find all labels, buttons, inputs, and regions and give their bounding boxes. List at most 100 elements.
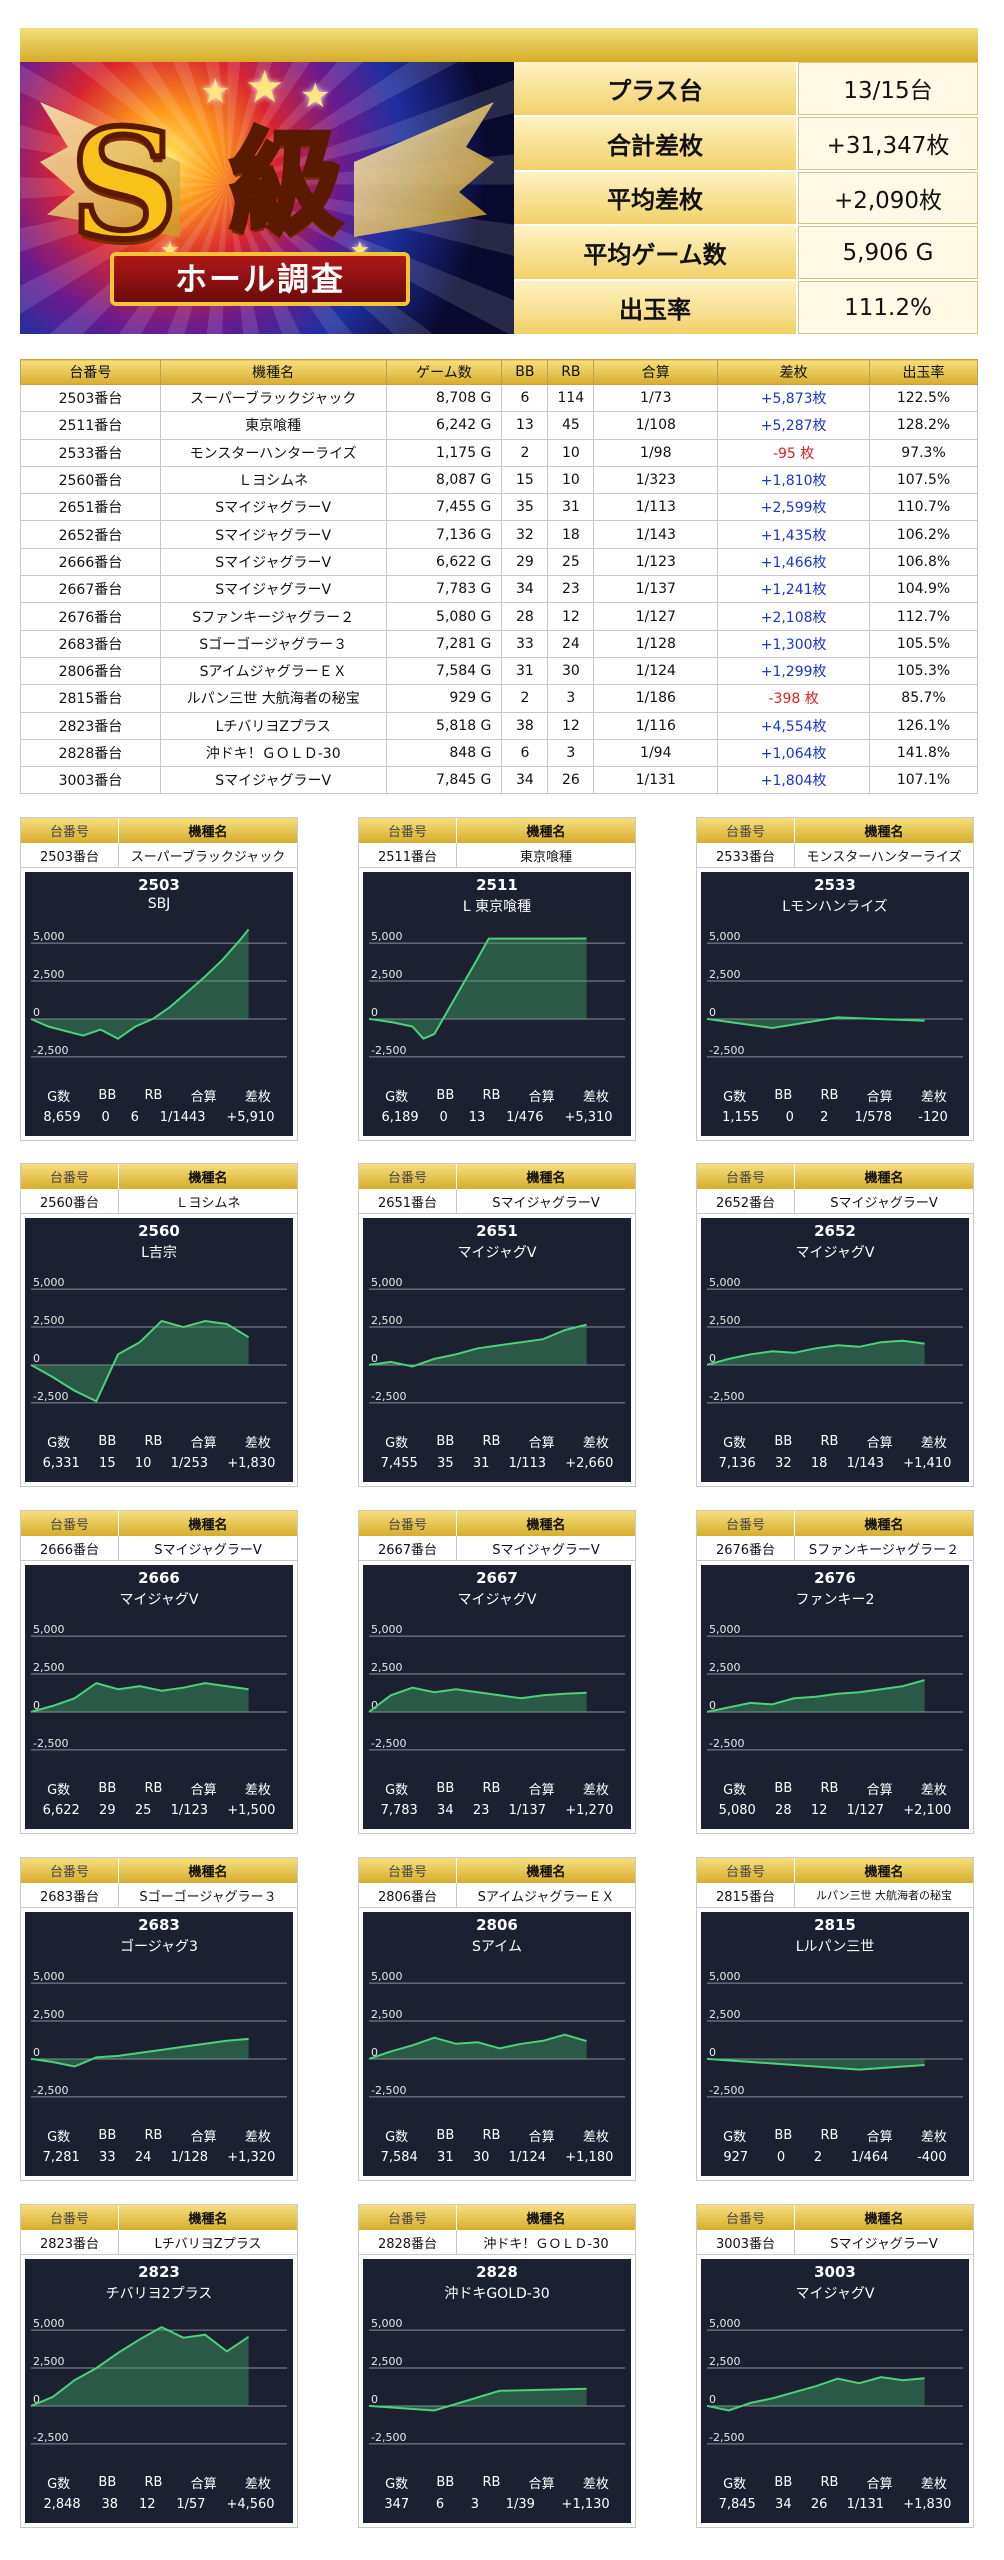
machine-table: 台番号 機種名 ゲーム数 BB RB 合算 差枚 出玉率 2503番台 スーパーブ… (20, 359, 978, 795)
diff-line (706, 2057, 925, 2071)
column-header: 機種名 (159, 359, 387, 385)
y-tick-label: 0 (709, 1352, 716, 1365)
y-tick-label: 0 (33, 1006, 40, 1019)
chart-panel: 2806 Sアイム G数 BB RB 合算 差枚 7,584 31 30 1/124 +1,180 5,… (363, 1912, 631, 2176)
y-tick-label: -2,500 (33, 1044, 68, 1057)
card-info: 2823番台 LチバリヨZプラス (21, 2230, 297, 2255)
y-tick-label: 5,000 (33, 1276, 65, 1289)
card-name: スーパーブラックジャック (130, 849, 286, 865)
cell-games: 1,175 G (385, 438, 503, 467)
stat-value: 0 (785, 1109, 794, 1125)
stats: G数 BB RB 合算 差枚 347 6 3 1/39 +1,130 (363, 2471, 631, 2515)
cell-combo: 1/128 (593, 629, 719, 658)
diff-chart: 5,000 2,500 0 -2,500 (30, 928, 287, 1058)
chart-panel: 2511 L 東京喰種 G数 BB RB 合算 差枚 6,189 0 13 1/476 +5,310 5… (363, 872, 631, 1136)
stat-label: RB (482, 1780, 501, 1796)
y-tick-label: 5,000 (371, 2317, 403, 2330)
y-tick-label: -2,500 (709, 1390, 744, 1403)
stats-values: 347 6 3 1/39 +1,130 (363, 2493, 631, 2515)
stat-value: 7,845 (718, 2496, 756, 2512)
stats-labels: G数 BB RB 合算 差枚 (25, 1430, 293, 1452)
cell-diff: +5,873枚 (717, 383, 871, 413)
card-no: 3003番台 (697, 2230, 795, 2254)
card-info: 2560番台 Ｌヨシムネ (21, 1189, 297, 1214)
stat-value: 23 (472, 1802, 490, 1818)
diff-line (368, 2033, 587, 2060)
stat-value: -120 (918, 1109, 948, 1125)
cell-rate: 126.1% (869, 711, 978, 740)
cell-no: 2666番台 (20, 547, 161, 577)
column-header: ゲーム数 (385, 359, 503, 385)
y-tick-label: 2,500 (371, 1314, 403, 1327)
stat-label: 差枚 (244, 2129, 271, 2145)
table-row: 2676番台 Sファンキージャグラー２ 5,080 G 28 12 1/127 +2,108… (20, 602, 978, 631)
card-header: 台番号 機種名 (359, 1511, 635, 1536)
stat-value: 1/464 (850, 2149, 889, 2165)
cell-bb: 35 (501, 493, 549, 522)
stat-label: RB (820, 2127, 839, 2143)
y-tick-label: -2,500 (33, 2431, 68, 2444)
table-row: 2651番台 SマイジャグラーV 7,455 G 35 31 1/113 +2,599枚 11… (20, 493, 978, 522)
stats: G数 BB RB 合算 差枚 6,189 0 13 1/476 +5,310 (363, 1084, 631, 1128)
cell-combo: 1/116 (593, 711, 719, 740)
panel-name: 沖ドキGOLD-30 (444, 2286, 550, 2302)
y-tick-label: 2,500 (371, 2008, 403, 2021)
panel-number: 2503 (138, 876, 180, 894)
stats-values: 6,331 15 10 1/253 +1,830 (25, 1452, 293, 1474)
cell-diff: +1,299枚 (717, 656, 871, 686)
card-name-label: 機種名 (188, 1171, 228, 1186)
card-no: 2533番台 (697, 843, 795, 867)
stats-labels: G数 BB RB 合算 差枚 (363, 2124, 631, 2146)
panel-number: 2667 (476, 1569, 518, 1587)
diff-chart: 5,000 2,500 0 -2,500 (368, 1623, 625, 1751)
panel-name: ファンキー2 (795, 1592, 875, 1608)
card-no-label: 台番号 (697, 1858, 795, 1883)
cell-name: Sゴーゴージャグラー３ (159, 629, 387, 658)
panel-number: 2676 (814, 1569, 856, 1587)
cell-games: 5,818 G (385, 711, 503, 740)
card-header: 台番号 機種名 (697, 818, 973, 843)
cell-name: SアイムジャグラーＥＸ (159, 656, 387, 686)
stat-value: 12 (138, 2496, 156, 2512)
stat-value: +2,100 (903, 1802, 952, 1818)
cell-rate: 105.3% (869, 656, 978, 686)
summary-row: 平均差枚 +2,090枚 (514, 171, 978, 227)
stat-label: RB (482, 2127, 501, 2143)
card-header: 台番号 機種名 (359, 2205, 635, 2230)
diff-area (31, 929, 249, 1039)
stat-value: 0 (776, 2149, 786, 2165)
cell-games: 7,783 G (385, 575, 503, 604)
table-row: 2533番台 モンスターハンターライズ 1,175 G 2 10 1/98 -95 枚 97.… (20, 438, 978, 467)
stat-value: 1/113 (508, 1455, 547, 1471)
diff-area (31, 2327, 249, 2406)
chart-panel: 2683 ゴージャグ3 G数 BB RB 合算 差枚 7,281 33 24 1/128 +1,320… (25, 1912, 293, 2176)
machine-card: 台番号 機種名 2652番台 SマイジャグラーV 2652 マイジャグV G数 BB RB 合算 差… (696, 1163, 974, 1487)
machine-card: 台番号 機種名 2828番台 沖ドキ！ＧＯＬＤ-30 2828 沖ドキGOLD-30 G数 B… (358, 2204, 636, 2528)
stat-label: RB (482, 2474, 501, 2490)
stats-labels: G数 BB RB 合算 差枚 (701, 1084, 969, 1106)
stat-value: 5,080 (718, 1802, 756, 1818)
stats-values: 6,189 0 13 1/476 +5,310 (363, 1106, 631, 1128)
card-name: SマイジャグラーV (492, 1542, 600, 1558)
diff-line (706, 2376, 925, 2412)
stat-label: G数 (385, 1089, 409, 1105)
cell-rate: 104.9% (869, 575, 978, 604)
stat-label: RB (482, 1087, 501, 1103)
card-no-label: 台番号 (697, 818, 795, 843)
chart-panel: 2667 マイジャグV G数 BB RB 合算 差枚 7,783 34 23 1/137 +1,270… (363, 1565, 631, 1829)
cell-bb: 13 (501, 411, 549, 440)
stat-value: 6 (435, 2496, 445, 2512)
stats-labels: G数 BB RB 合算 差枚 (701, 1430, 969, 1452)
stats: G数 BB RB 合算 差枚 8,659 0 6 1/1443 +5,910 (25, 1084, 293, 1128)
diff-area (369, 1324, 587, 1367)
cell-rb: 26 (547, 766, 595, 795)
stats-values: 927 0 2 1/464 -400 (701, 2146, 969, 2168)
cell-rate: 105.5% (869, 629, 978, 658)
diff-area (369, 2388, 587, 2411)
card-name: ルパン三世 大航海者の秘宝 (815, 1889, 953, 1902)
table-row: 2560番台 Ｌヨシムネ 8,087 G 15 10 1/323 +1,810枚 107.5% (20, 465, 978, 495)
s-class-logo: ★ ★ ★ ★ ★ S 級 ホール調査 (20, 62, 514, 334)
panel-name: ゴージャグ3 (120, 1939, 198, 1955)
cell-rate: 85.7% (869, 684, 978, 713)
stat-label: G数 (47, 2129, 71, 2145)
